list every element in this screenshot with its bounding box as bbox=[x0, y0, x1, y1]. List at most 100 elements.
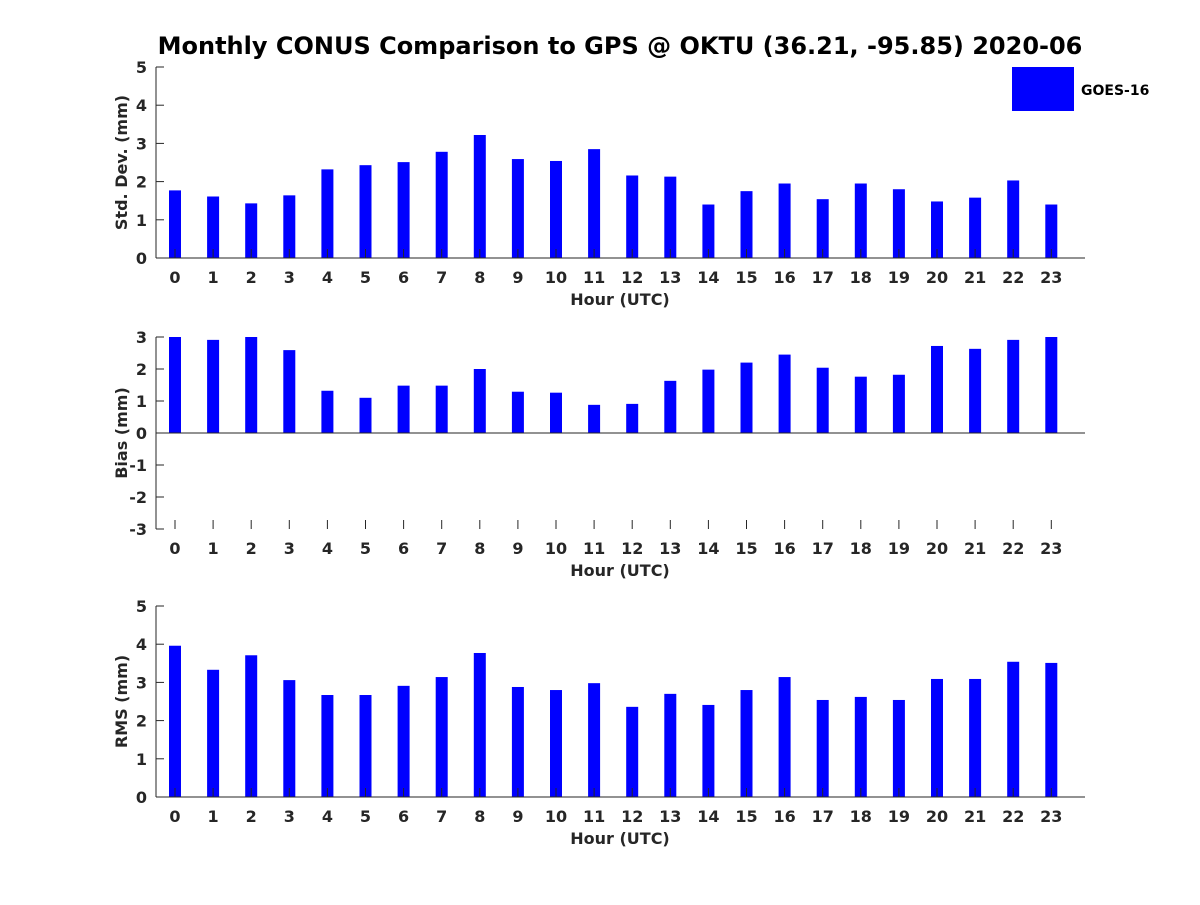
x-tick-label-rms: 12 bbox=[621, 807, 643, 826]
y-tick-label-std: 3 bbox=[136, 134, 147, 153]
bar-bias-1 bbox=[207, 339, 220, 433]
x-tick-label-rms: 20 bbox=[926, 807, 948, 826]
bar-std-14 bbox=[702, 204, 715, 258]
bar-std-16 bbox=[778, 183, 791, 258]
bar-rms-18 bbox=[854, 696, 867, 797]
x-tick-label-std: 7 bbox=[436, 268, 447, 287]
bar-bias-13 bbox=[664, 380, 677, 433]
x-tick-label-rms: 15 bbox=[735, 807, 757, 826]
bar-std-3 bbox=[283, 195, 296, 258]
x-tick-label-std: 17 bbox=[812, 268, 834, 287]
x-tick-label-rms: 0 bbox=[169, 807, 180, 826]
x-tick-label-bias: 19 bbox=[888, 539, 910, 558]
bar-rms-0 bbox=[169, 645, 181, 797]
x-tick-label-bias: 10 bbox=[545, 539, 567, 558]
x-tick-label-std: 15 bbox=[735, 268, 757, 287]
bar-std-23 bbox=[1045, 204, 1058, 258]
x-tick-label-bias: 14 bbox=[697, 539, 719, 558]
y-axis-label-rms: RMS (mm) bbox=[112, 655, 131, 748]
x-tick-label-bias: 7 bbox=[436, 539, 447, 558]
x-tick-label-rms: 4 bbox=[322, 807, 333, 826]
bar-rms-9 bbox=[511, 686, 524, 797]
y-tick-label-std: 1 bbox=[136, 211, 147, 230]
bar-rms-11 bbox=[588, 683, 601, 797]
x-tick-label-rms: 5 bbox=[360, 807, 371, 826]
y-tick-label-rms: 0 bbox=[136, 788, 147, 807]
x-axis-label-std: Hour (UTC) bbox=[570, 290, 670, 309]
bar-std-8 bbox=[473, 134, 486, 258]
y-tick-label-rms: 3 bbox=[136, 673, 147, 692]
x-axis-label-rms: Hour (UTC) bbox=[570, 829, 670, 848]
bar-rms-16 bbox=[778, 677, 791, 797]
bar-std-0 bbox=[169, 190, 181, 258]
legend-label: GOES-16 bbox=[1081, 83, 1149, 99]
bar-bias-5 bbox=[359, 397, 372, 433]
x-tick-label-std: 19 bbox=[888, 268, 910, 287]
bar-bias-16 bbox=[778, 354, 791, 433]
x-tick-label-rms: 22 bbox=[1002, 807, 1024, 826]
bar-rms-1 bbox=[207, 669, 220, 797]
x-tick-label-std: 23 bbox=[1040, 268, 1062, 287]
bar-rms-13 bbox=[664, 693, 677, 797]
x-tick-label-rms: 18 bbox=[850, 807, 872, 826]
bar-bias-6 bbox=[397, 385, 410, 433]
bar-bias-12 bbox=[626, 403, 639, 433]
x-tick-label-std: 10 bbox=[545, 268, 567, 287]
x-axis-label-bias: Hour (UTC) bbox=[570, 561, 670, 580]
x-tick-label-bias: 4 bbox=[322, 539, 333, 558]
bar-std-7 bbox=[435, 151, 448, 258]
x-tick-label-rms: 8 bbox=[474, 807, 485, 826]
bar-rms-22 bbox=[1007, 661, 1020, 797]
x-tick-label-rms: 17 bbox=[812, 807, 834, 826]
x-tick-label-std: 11 bbox=[583, 268, 605, 287]
bar-bias-11 bbox=[588, 404, 601, 433]
y-tick-label-bias: 3 bbox=[136, 328, 147, 347]
x-tick-label-bias: 5 bbox=[360, 539, 371, 558]
bar-rms-20 bbox=[931, 678, 943, 797]
bar-bias-22 bbox=[1007, 339, 1020, 433]
x-tick-label-rms: 23 bbox=[1040, 807, 1062, 826]
bar-bias-10 bbox=[550, 392, 562, 433]
bar-rms-6 bbox=[397, 685, 410, 797]
x-tick-label-rms: 9 bbox=[512, 807, 523, 826]
x-tick-label-rms: 13 bbox=[659, 807, 681, 826]
x-tick-label-std: 16 bbox=[773, 268, 795, 287]
bar-rms-10 bbox=[550, 690, 562, 797]
x-tick-label-std: 12 bbox=[621, 268, 643, 287]
bar-bias-19 bbox=[892, 374, 905, 433]
x-tick-label-bias: 16 bbox=[773, 539, 795, 558]
y-axis-label-std: Std. Dev. (mm) bbox=[112, 95, 131, 230]
x-tick-label-std: 0 bbox=[169, 268, 180, 287]
bar-rms-21 bbox=[969, 678, 982, 797]
bar-std-2 bbox=[245, 203, 258, 258]
y-tick-label-bias: 0 bbox=[136, 424, 147, 443]
x-tick-label-rms: 6 bbox=[398, 807, 409, 826]
bar-bias-18 bbox=[854, 376, 867, 433]
bar-rms-15 bbox=[740, 690, 753, 797]
bar-std-22 bbox=[1007, 180, 1020, 258]
y-tick-label-bias: -3 bbox=[129, 520, 147, 539]
x-tick-label-bias: 17 bbox=[812, 539, 834, 558]
x-tick-label-rms: 19 bbox=[888, 807, 910, 826]
y-tick-label-bias: -1 bbox=[129, 456, 147, 475]
bar-std-11 bbox=[588, 149, 601, 258]
y-tick-label-rms: 5 bbox=[136, 597, 147, 616]
bar-rms-8 bbox=[473, 652, 486, 797]
bar-std-5 bbox=[359, 165, 372, 258]
x-tick-label-bias: 23 bbox=[1040, 539, 1062, 558]
x-tick-label-rms: 11 bbox=[583, 807, 605, 826]
y-tick-label-bias: -2 bbox=[129, 488, 147, 507]
x-tick-label-bias: 12 bbox=[621, 539, 643, 558]
bar-std-9 bbox=[511, 159, 524, 258]
y-tick-label-std: 0 bbox=[136, 249, 147, 268]
bar-bias-21 bbox=[969, 348, 982, 433]
y-tick-label-std: 4 bbox=[136, 96, 147, 115]
x-tick-label-rms: 10 bbox=[545, 807, 567, 826]
x-tick-label-bias: 15 bbox=[735, 539, 757, 558]
legend-swatch bbox=[1012, 67, 1074, 111]
bar-rms-23 bbox=[1045, 662, 1058, 797]
x-tick-label-std: 21 bbox=[964, 268, 986, 287]
